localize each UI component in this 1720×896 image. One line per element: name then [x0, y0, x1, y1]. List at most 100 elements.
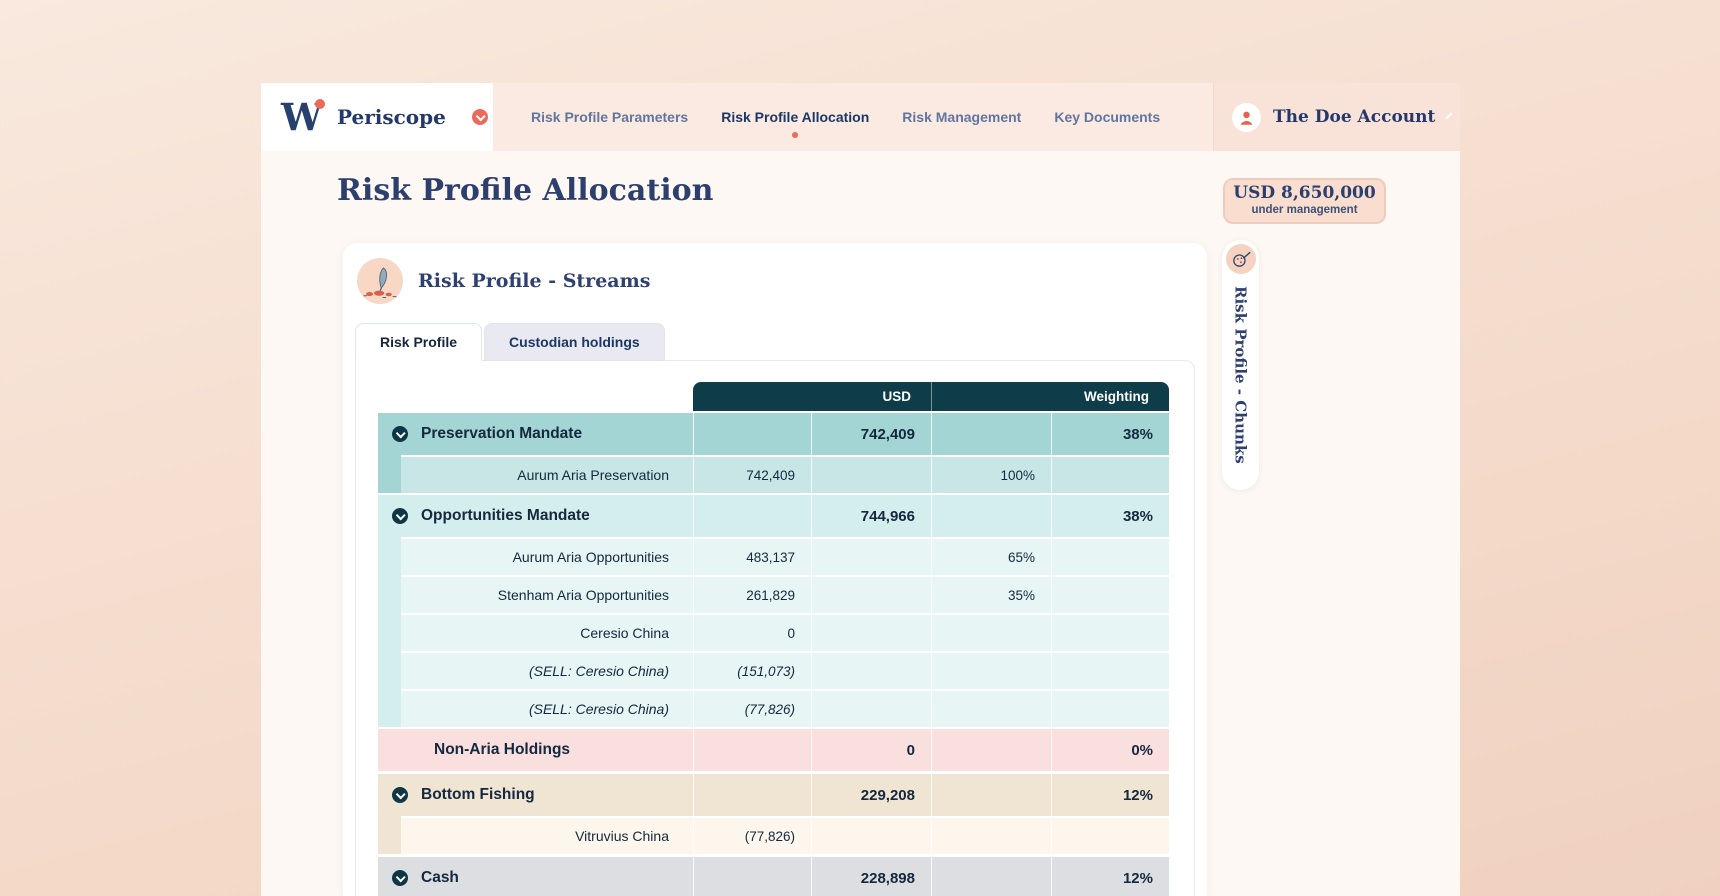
holding-name: Stenham Aria Opportunities: [497, 587, 669, 603]
cell-name: (SELL: Ceresio China): [378, 653, 693, 689]
cell-weighting: 12%: [1051, 857, 1169, 896]
table-group-2: Opportunities Mandate 744,966 38% Aurum Ari…: [378, 495, 1169, 727]
brand-logo[interactable]: W: [281, 98, 329, 136]
side-tab-chunks[interactable]: Risk Profile - Chunks: [1222, 240, 1259, 490]
mandate-name: Preservation Mandate: [421, 425, 583, 442]
cell-parent-weighting: [1051, 691, 1169, 727]
cell-child-weighting: [931, 774, 1051, 816]
chunks-icon: [1225, 244, 1256, 274]
cell-usd: 261,829: [693, 577, 811, 613]
cell-usd: 483,137: [693, 539, 811, 575]
expand-chevron-icon[interactable]: [392, 870, 408, 886]
cell-child-usd: [693, 774, 811, 816]
cell-parent-usd: [811, 615, 931, 651]
tab-panel: USD Weighting Preservation Mandate 742,40…: [355, 360, 1195, 896]
cell-weighting: [931, 653, 1051, 689]
cell-child-weighting: [931, 413, 1051, 455]
cell-name: Non-Aria Holdings: [378, 729, 693, 771]
table-group-5: Cash 228,898 12%: [378, 857, 1169, 896]
holding-name: (SELL: Ceresio China): [528, 701, 669, 717]
cell-parent-weighting: [1051, 653, 1169, 689]
brand: W Periscope: [261, 83, 493, 151]
nav-item-key-documents[interactable]: Key Documents: [1054, 109, 1161, 125]
nav-item-risk-profile-allocation[interactable]: Risk Profile Allocation: [721, 109, 870, 125]
cell-weighting: 38%: [1051, 413, 1169, 455]
account-menu[interactable]: The Doe Account: [1213, 83, 1460, 151]
cell-name: Ceresio China: [378, 615, 693, 651]
table-header-row: USD Weighting: [378, 382, 1169, 411]
table-row: Bottom Fishing 229,208 12%: [378, 774, 1169, 816]
cell-parent-weighting: [1051, 818, 1169, 854]
cell-parent-usd: [811, 539, 931, 575]
table-row: Opportunities Mandate 744,966 38%: [378, 495, 1169, 537]
cell-child-weighting: [931, 495, 1051, 537]
cell-child-usd: [693, 495, 811, 537]
cell-weighting: 38%: [1051, 495, 1169, 537]
page-title: Risk Profile Allocation: [337, 173, 714, 208]
mandate-name: Non-Aria Holdings: [434, 741, 571, 758]
expand-chevron-icon[interactable]: [392, 426, 408, 442]
cell-parent-weighting: [1051, 577, 1169, 613]
cell-child-weighting: [931, 729, 1051, 771]
mandate-name: Opportunities Mandate: [421, 507, 590, 524]
cell-child-weighting: [931, 857, 1051, 896]
holding-name: (SELL: Ceresio China): [528, 663, 669, 679]
brand-name: Periscope: [337, 105, 446, 129]
app-window: W Periscope Risk Profile Parameters Risk …: [261, 83, 1460, 896]
cell-usd: 742,409: [811, 413, 931, 455]
cell-parent-weighting: [1051, 615, 1169, 651]
nav-item-risk-management[interactable]: Risk Management: [902, 109, 1022, 125]
cell-weighting: 65%: [931, 539, 1051, 575]
top-bar: W Periscope Risk Profile Parameters Risk …: [261, 83, 1460, 151]
cell-parent-weighting: [1051, 457, 1169, 493]
cell-usd: (77,826): [693, 691, 811, 727]
cell-child-usd: [693, 413, 811, 455]
cell-usd: (151,073): [693, 653, 811, 689]
table-body: Preservation Mandate 742,409 38% Aurum Aria…: [378, 413, 1169, 896]
side-tab-label: Risk Profile - Chunks: [1231, 286, 1250, 464]
cell-usd: 0: [811, 729, 931, 771]
cell-name: (SELL: Ceresio China): [378, 691, 693, 727]
cell-name: Vitruvius China: [378, 818, 693, 854]
header-spacer: [378, 382, 693, 411]
holding-name: Aurum Aria Opportunities: [512, 549, 669, 565]
cell-parent-usd: [811, 653, 931, 689]
holding-name: Ceresio China: [580, 625, 669, 641]
aum-badge: USD 8,650,000 under management: [1223, 178, 1386, 224]
tab-risk-profile[interactable]: Risk Profile: [355, 323, 483, 361]
cell-name: Cash: [378, 857, 693, 896]
cell-weighting: [931, 615, 1051, 651]
cell-weighting: [931, 691, 1051, 727]
card-tabs: Risk Profile Custodian holdings: [355, 323, 665, 361]
cell-parent-usd: [811, 457, 931, 493]
cell-usd: (77,826): [693, 818, 811, 854]
table-row: (SELL: Ceresio China) (151,073): [378, 653, 1169, 689]
cell-parent-usd: [811, 691, 931, 727]
expand-chevron-icon[interactable]: [392, 508, 408, 524]
table-row: Stenham Aria Opportunities 261,829 35%: [378, 577, 1169, 613]
cell-name: Stenham Aria Opportunities: [378, 577, 693, 613]
cell-child-usd: [693, 857, 811, 896]
expand-chevron-icon[interactable]: [392, 787, 408, 803]
table-row: Vitruvius China (77,826): [378, 818, 1169, 854]
nav-item-risk-profile-parameters[interactable]: Risk Profile Parameters: [531, 109, 689, 125]
person-icon: [1240, 111, 1253, 125]
tab-custodian-holdings[interactable]: Custodian holdings: [484, 323, 665, 361]
brand-menu-chevron-icon[interactable]: [471, 109, 488, 125]
mandate-name: Bottom Fishing: [421, 786, 535, 803]
cell-name: Aurum Aria Preservation: [378, 457, 693, 493]
table-row: Cash 228,898 12%: [378, 857, 1169, 896]
cell-name: Aurum Aria Opportunities: [378, 539, 693, 575]
col-header-usd: USD: [693, 382, 931, 411]
table-row: Preservation Mandate 742,409 38%: [378, 413, 1169, 455]
col-header-weighting: Weighting: [931, 382, 1169, 411]
cell-usd: 229,208: [811, 774, 931, 816]
table-group-3: Non-Aria Holdings 0 0%: [378, 729, 1169, 771]
cell-weighting: [931, 818, 1051, 854]
table-row: (SELL: Ceresio China) (77,826): [378, 691, 1169, 727]
cell-weighting: 12%: [1051, 774, 1169, 816]
table-group-1: Preservation Mandate 742,409 38% Aurum Aria…: [378, 413, 1169, 493]
mandate-name: Cash: [421, 869, 459, 886]
cell-parent-usd: [811, 577, 931, 613]
cell-child-usd: [693, 729, 811, 771]
